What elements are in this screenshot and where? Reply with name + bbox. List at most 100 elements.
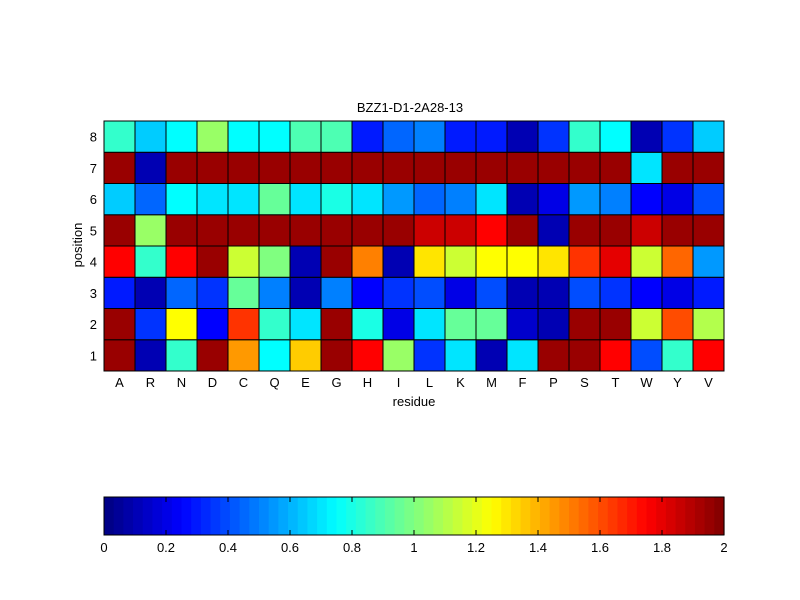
y-tick-label: 4	[90, 255, 97, 270]
x-tick-label: T	[612, 375, 620, 390]
heatmap-cell	[692, 276, 725, 309]
heatmap-cell	[568, 245, 601, 278]
heatmap-cell	[413, 245, 446, 278]
heatmap-cell	[568, 183, 601, 216]
colorbar-swatch	[646, 497, 657, 535]
colorbar-swatch	[443, 497, 454, 535]
heatmap-cell	[444, 245, 477, 278]
colorbar-tick-label: 0.6	[281, 540, 299, 555]
colorbar-swatch	[181, 497, 192, 535]
heatmap-cell	[413, 120, 446, 153]
colorbar-swatch	[171, 497, 183, 535]
heatmap-cell	[630, 245, 663, 278]
heatmap-cell	[630, 308, 663, 341]
colorbar-swatch	[675, 497, 686, 535]
heatmap-cell	[661, 339, 694, 372]
heatmap-cell	[692, 308, 725, 341]
heatmap-cell	[258, 120, 291, 153]
x-tick-label: S	[580, 375, 589, 390]
colorbar-swatch	[229, 497, 241, 535]
colorbar-tick-label: 0.2	[157, 540, 175, 555]
heatmap-cell	[227, 276, 260, 309]
colorbar-swatch	[569, 497, 580, 535]
heatmap-cell	[382, 120, 415, 153]
heatmap-cell	[475, 308, 508, 341]
colorbar-swatch	[288, 497, 299, 535]
heatmap-cell	[320, 120, 353, 153]
y-tick-label: 1	[90, 348, 97, 363]
y-tick-label: 7	[90, 161, 97, 176]
chart-title: BZZ1-D1-2A28-13	[357, 100, 463, 115]
heatmap-cell	[382, 245, 415, 278]
colorbar-tick-label: 1.6	[591, 540, 609, 555]
heatmap-cell	[382, 183, 415, 216]
colorbar-swatch	[491, 497, 502, 535]
x-tick-label: K	[456, 375, 465, 390]
heatmap-cell	[661, 183, 694, 216]
heatmap-cell	[351, 151, 384, 184]
heatmap-cell	[320, 151, 353, 184]
heatmap-cell	[196, 339, 229, 372]
heatmap-cell	[568, 214, 601, 247]
heatmap-cell	[475, 214, 508, 247]
heatmap-cell	[506, 245, 539, 278]
colorbar-swatch	[278, 497, 289, 535]
heatmap-cell	[320, 339, 353, 372]
heatmap-cell	[413, 183, 446, 216]
heatmap-cells	[103, 120, 725, 372]
colorbar-swatch	[423, 497, 434, 535]
heatmap-cell	[630, 120, 663, 153]
heatmap-cell	[599, 183, 632, 216]
heatmap-cell	[289, 183, 322, 216]
heatmap-cell	[351, 214, 384, 247]
colorbar-swatch	[249, 497, 260, 535]
heatmap-cell	[134, 183, 167, 216]
heatmap-cell	[444, 151, 477, 184]
colorbar-tick-label: 2	[720, 540, 727, 555]
heatmap-cell	[320, 308, 353, 341]
heatmap-cell	[258, 151, 291, 184]
colorbar-swatch	[394, 497, 405, 535]
y-tick-label: 3	[90, 286, 97, 301]
colorbar-swatch	[268, 497, 279, 535]
colorbar-tick-label: 1.2	[467, 540, 485, 555]
heatmap-cell	[227, 120, 260, 153]
heatmap-cell	[475, 339, 508, 372]
heatmap-cell	[568, 339, 601, 372]
heatmap-cell	[289, 339, 322, 372]
colorbar-swatch	[656, 497, 667, 535]
colorbar-swatch	[510, 497, 522, 535]
colorbar-tick-label: 0.4	[219, 540, 237, 555]
x-tick-label: Q	[269, 375, 279, 390]
heatmap-cell	[661, 120, 694, 153]
heatmap-cell	[537, 245, 570, 278]
heatmap-cell	[351, 183, 384, 216]
heatmap-cell	[289, 151, 322, 184]
heatmap-cell	[258, 308, 291, 341]
heatmap-cell	[227, 308, 260, 341]
heatmap-cell	[351, 120, 384, 153]
heatmap-cell	[661, 151, 694, 184]
colorbar-swatch	[346, 497, 357, 535]
heatmap-cell	[196, 183, 229, 216]
colorbar-tick-label: 1.8	[653, 540, 671, 555]
y-tick-label: 6	[90, 192, 97, 207]
colorbar-swatch	[142, 497, 154, 535]
colorbar-swatch	[549, 497, 560, 535]
heatmap-cell	[661, 214, 694, 247]
colorbar-swatch	[133, 497, 144, 535]
heatmap-cell	[444, 214, 477, 247]
x-tick-label: R	[146, 375, 155, 390]
y-tick-label: 5	[90, 223, 97, 238]
x-tick-label: D	[208, 375, 217, 390]
heatmap-cell	[630, 183, 663, 216]
heatmap-cell	[444, 276, 477, 309]
heatmap-cell	[320, 183, 353, 216]
heatmap-cell	[630, 339, 663, 372]
heatmap-cell	[568, 120, 601, 153]
heatmap-cell	[475, 120, 508, 153]
y-tick-label: 2	[90, 317, 97, 332]
x-tick-label: N	[177, 375, 186, 390]
colorbar-swatch	[598, 497, 609, 535]
heatmap-cell	[382, 308, 415, 341]
